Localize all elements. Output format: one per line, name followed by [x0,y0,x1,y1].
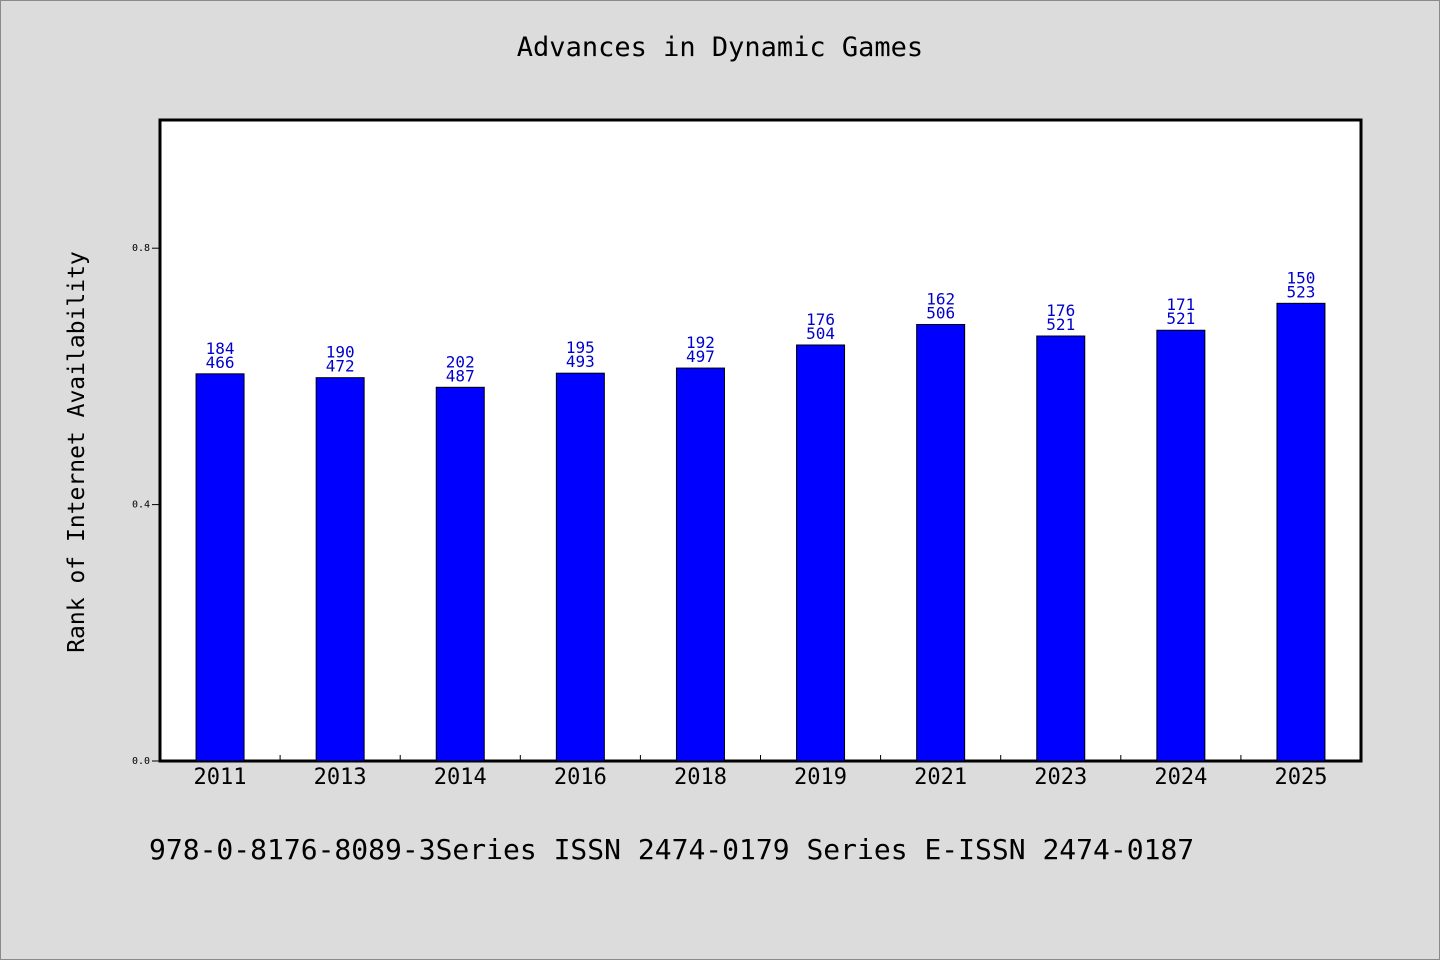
x-tick-label: 2018 [674,765,727,790]
data-label-top: 176 [806,310,835,329]
data-label-top: 192 [686,333,715,352]
x-tick-label: 2024 [1154,765,1207,790]
chart-title: Advances in Dynamic Games [516,32,924,63]
bar [675,367,725,762]
bar [1156,329,1206,762]
data-label-bottom: 523 [1286,282,1315,301]
y-tick-label: 0.0 [132,756,150,767]
data-label-top: 184 [206,339,235,358]
bar [315,377,365,762]
x-tick-label: 2016 [554,765,607,790]
data-label-top: 171 [1166,295,1195,314]
y-tick-label: 0.8 [132,243,150,254]
data-label-bottom: 487 [446,366,475,385]
x-tick-label: 2025 [1274,765,1327,790]
bar [796,344,846,762]
x-tick-label: 2023 [1034,765,1087,790]
data-label-top: 162 [926,289,955,308]
data-label-bottom: 493 [566,352,595,371]
x-tick-label: 2014 [434,765,487,790]
data-label-bottom: 466 [206,353,235,372]
bar [195,373,245,762]
x-tick-label: 2021 [914,765,967,790]
data-label-top: 195 [566,338,595,357]
bar [916,323,966,762]
data-label-bottom: 497 [686,347,715,366]
bar [555,372,605,762]
data-label-top: 150 [1286,268,1315,287]
x-tick-label: 2019 [794,765,847,790]
data-label-top: 176 [1046,301,1075,320]
data-label-bottom: 504 [806,324,835,343]
x-tick-label: 2011 [194,765,247,790]
bar [1276,302,1326,762]
data-label-top: 202 [446,352,475,371]
x-tick-label: 2013 [314,765,367,790]
data-label-bottom: 506 [926,303,955,322]
data-label-bottom: 472 [326,357,355,376]
bar [1036,335,1086,762]
data-label-bottom: 521 [1166,309,1195,328]
bar [435,386,485,762]
data-label-bottom: 521 [1046,315,1075,334]
y-tick-label: 0.4 [132,500,150,511]
footer-isbn-text: 978-0-8176-8089-3Series ISSN 2474-0179 S… [149,833,1195,866]
data-label-top: 190 [326,343,355,362]
